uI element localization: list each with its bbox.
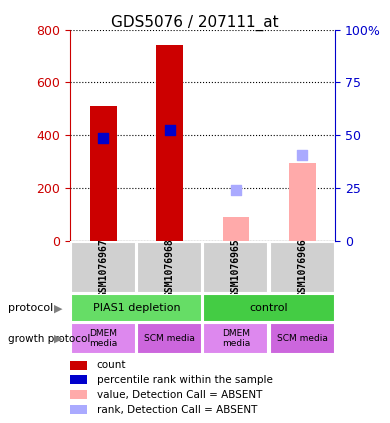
FancyBboxPatch shape bbox=[71, 323, 136, 354]
Point bbox=[167, 127, 173, 134]
Text: GSM1076965: GSM1076965 bbox=[231, 238, 241, 297]
Point bbox=[233, 186, 239, 193]
FancyBboxPatch shape bbox=[137, 323, 202, 354]
Text: ▶: ▶ bbox=[54, 303, 62, 313]
Text: ▶: ▶ bbox=[54, 334, 62, 343]
FancyBboxPatch shape bbox=[204, 242, 268, 294]
Bar bbox=[70, 390, 87, 399]
FancyBboxPatch shape bbox=[137, 242, 202, 294]
Point bbox=[100, 135, 106, 141]
Text: value, Detection Call = ABSENT: value, Detection Call = ABSENT bbox=[97, 390, 262, 400]
Bar bbox=[289, 163, 316, 241]
Text: SCM media: SCM media bbox=[144, 334, 195, 343]
Bar bbox=[70, 405, 87, 414]
FancyBboxPatch shape bbox=[204, 294, 335, 322]
FancyBboxPatch shape bbox=[204, 323, 268, 354]
Text: GDS5076 / 207111_at: GDS5076 / 207111_at bbox=[111, 15, 279, 31]
Text: DMEM
media: DMEM media bbox=[222, 329, 250, 348]
FancyBboxPatch shape bbox=[71, 242, 136, 294]
Text: GSM1076968: GSM1076968 bbox=[165, 238, 175, 297]
Bar bbox=[70, 361, 87, 370]
FancyBboxPatch shape bbox=[270, 323, 335, 354]
Text: count: count bbox=[97, 360, 126, 370]
Text: growth protocol: growth protocol bbox=[8, 334, 90, 343]
Text: PIAS1 depletion: PIAS1 depletion bbox=[93, 303, 180, 313]
Bar bbox=[156, 46, 183, 241]
Text: GSM1076967: GSM1076967 bbox=[98, 238, 108, 297]
Text: protocol: protocol bbox=[8, 303, 53, 313]
FancyBboxPatch shape bbox=[270, 242, 335, 294]
Bar bbox=[90, 106, 117, 241]
Text: rank, Detection Call = ABSENT: rank, Detection Call = ABSENT bbox=[97, 404, 257, 415]
Text: DMEM
media: DMEM media bbox=[89, 329, 117, 348]
Point bbox=[299, 152, 305, 159]
Text: control: control bbox=[250, 303, 289, 313]
Text: GSM1076966: GSM1076966 bbox=[297, 238, 307, 297]
Text: SCM media: SCM media bbox=[277, 334, 328, 343]
Text: percentile rank within the sample: percentile rank within the sample bbox=[97, 375, 273, 385]
Bar bbox=[70, 376, 87, 385]
FancyBboxPatch shape bbox=[71, 294, 202, 322]
Bar bbox=[223, 217, 249, 241]
